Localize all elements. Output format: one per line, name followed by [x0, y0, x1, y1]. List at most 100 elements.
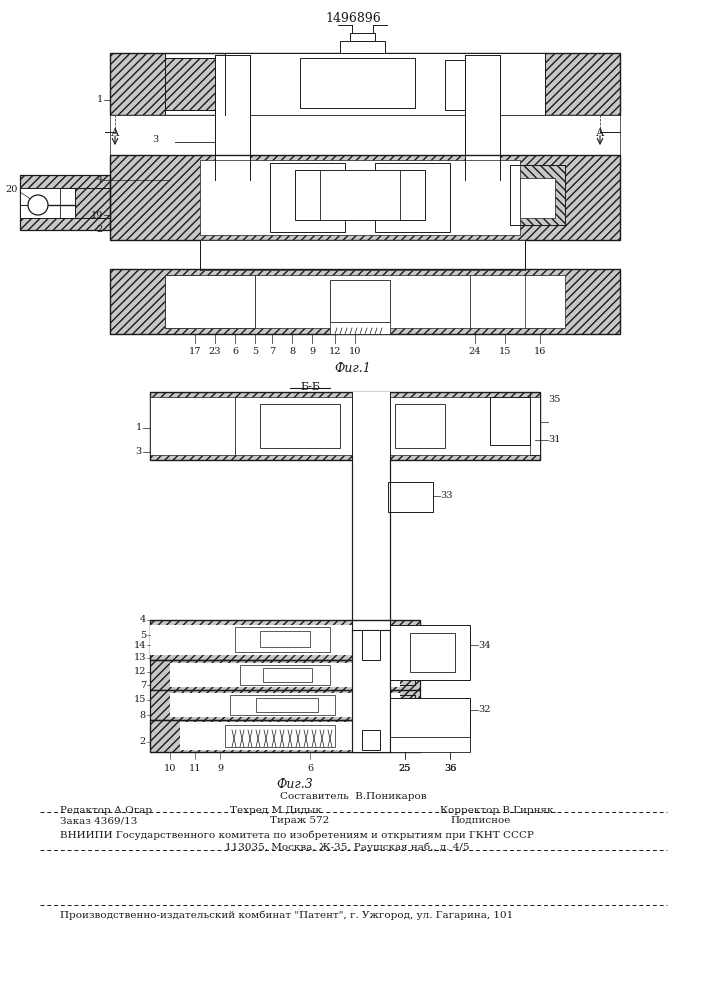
Bar [340, 402, 360, 450]
Bar [395, 630, 410, 675]
Bar [155, 402, 185, 452]
Text: Фиг.1: Фиг.1 [334, 362, 371, 375]
Bar [150, 392, 540, 460]
Text: 33: 33 [440, 491, 452, 500]
Text: Б-Б: Б-Б [300, 382, 320, 392]
Bar [235, 397, 355, 455]
Bar [320, 170, 400, 220]
Bar [335, 725, 415, 747]
Bar [263, 668, 312, 682]
Text: 10: 10 [164, 764, 176, 773]
Bar [150, 625, 420, 655]
Bar [165, 275, 255, 328]
Bar [388, 482, 433, 512]
Bar [330, 665, 415, 685]
Text: 1: 1 [136, 424, 142, 432]
Bar [330, 280, 390, 322]
Text: 9: 9 [217, 764, 223, 773]
Text: 25: 25 [399, 764, 411, 773]
Bar [390, 279, 435, 324]
Bar [60, 188, 110, 218]
Bar [413, 486, 431, 508]
Bar [110, 53, 620, 115]
Text: 8: 8 [289, 347, 295, 356]
Bar [530, 392, 540, 455]
Text: Техред М.Дидык: Техред М.Дидык [230, 806, 322, 815]
Bar [150, 660, 420, 690]
Text: 3: 3 [136, 448, 142, 456]
Bar [110, 115, 620, 155]
Bar [490, 397, 530, 445]
Bar [360, 402, 395, 450]
Bar [395, 740, 470, 750]
Bar [415, 640, 427, 668]
Bar [210, 275, 255, 328]
Text: 34: 34 [478, 641, 491, 650]
Text: 1496896: 1496896 [325, 12, 381, 25]
Bar [170, 693, 400, 717]
Text: Составитель  В.Поникаров: Составитель В.Поникаров [280, 792, 426, 801]
Bar [150, 720, 420, 752]
Bar [110, 155, 620, 240]
Bar [185, 725, 225, 747]
Bar [400, 170, 425, 220]
Bar [375, 180, 390, 210]
Text: 4: 4 [97, 176, 103, 184]
Bar [155, 627, 190, 652]
Text: 8: 8 [140, 710, 146, 720]
Text: Производственно-издательский комбинат "Патент", г. Ужгород, ул. Гагарина, 101: Производственно-издательский комбинат "П… [60, 910, 513, 920]
Bar [390, 698, 470, 738]
Bar [387, 65, 407, 103]
Bar [60, 188, 110, 218]
Bar [455, 630, 470, 675]
Bar [270, 58, 300, 108]
Bar [395, 700, 470, 735]
Bar [340, 41, 385, 53]
Text: А: А [596, 128, 604, 138]
Bar [443, 640, 455, 668]
Bar [375, 163, 450, 232]
Bar [165, 58, 225, 110]
Bar [355, 397, 540, 455]
Bar [225, 402, 235, 452]
Bar [330, 322, 390, 334]
Bar [312, 668, 330, 682]
Bar [255, 275, 470, 328]
Text: 6: 6 [232, 347, 238, 356]
Bar [335, 65, 355, 103]
Bar [200, 627, 235, 652]
Text: 31: 31 [548, 436, 561, 444]
Text: 10: 10 [349, 347, 361, 356]
Bar [20, 175, 110, 230]
Bar [510, 165, 565, 225]
Bar [395, 404, 445, 448]
Bar [300, 58, 415, 108]
Bar [110, 269, 620, 334]
Bar [317, 412, 332, 442]
Text: 20: 20 [6, 186, 18, 194]
Text: 4: 4 [140, 615, 146, 624]
Text: 2: 2 [140, 738, 146, 746]
Bar [352, 392, 390, 460]
Text: Корректор В.Гирняк.: Корректор В.Гирняк. [440, 806, 556, 815]
Bar [338, 288, 350, 316]
Bar [445, 60, 485, 110]
Bar [215, 665, 240, 685]
Bar [390, 625, 470, 680]
Bar [352, 455, 390, 630]
Text: Тираж 572: Тираж 572 [270, 816, 329, 825]
Text: 12: 12 [134, 668, 146, 676]
Bar [150, 690, 420, 720]
Bar [390, 486, 405, 508]
Bar [362, 630, 380, 660]
Bar [390, 737, 470, 752]
Bar [270, 163, 345, 232]
Text: 25: 25 [399, 764, 411, 773]
Bar [165, 58, 225, 110]
Bar [240, 665, 330, 685]
Text: 15: 15 [134, 696, 146, 704]
Bar [170, 663, 400, 687]
Bar [525, 183, 545, 213]
Text: 14: 14 [134, 641, 146, 650]
Bar [225, 725, 335, 747]
